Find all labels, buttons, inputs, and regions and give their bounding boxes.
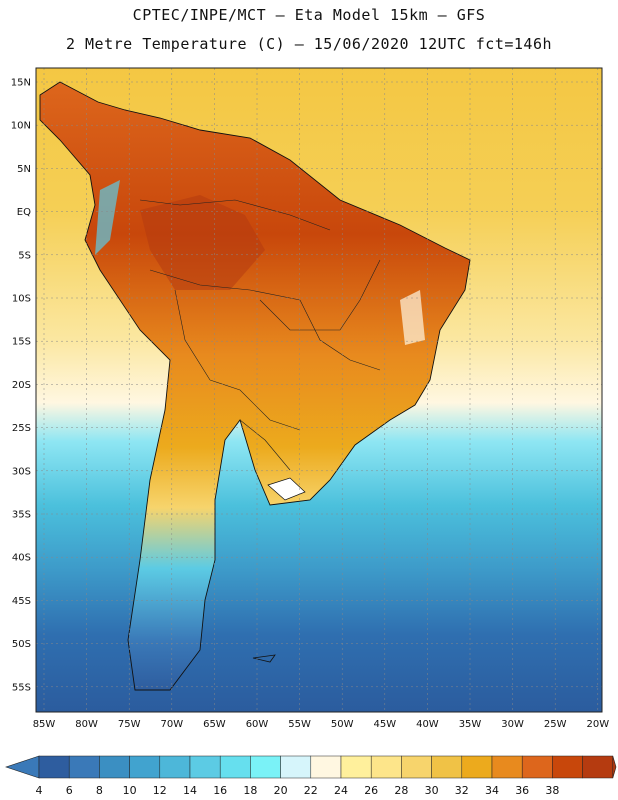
- lon-label: 70W: [160, 719, 183, 730]
- colorbar-swatch: [280, 755, 312, 779]
- lat-label: 5S: [18, 250, 31, 261]
- colorbar-swatch: [401, 755, 432, 779]
- map-plot-area: [36, 68, 602, 712]
- colorbar-tick-label: 6: [66, 784, 73, 797]
- lat-label: 5N: [17, 164, 31, 175]
- colorbar-swatch: [370, 755, 402, 779]
- map-subtitle: 2 Metre Temperature (C) – 15/06/2020 12U…: [65, 35, 553, 53]
- colorbar-swatch: [552, 755, 583, 779]
- longitude-labels: 85W 80W 75W 70W 65W 60W 55W 50W 45W 40W 35W 30W 25W 2…: [33, 719, 610, 730]
- colorbar-swatch: [461, 755, 493, 779]
- colorbar-tick-label: 18: [243, 784, 257, 797]
- colorbar-tick-label: 28: [394, 784, 408, 797]
- lon-label: 35W: [459, 719, 482, 730]
- lon-label: 45W: [373, 719, 396, 730]
- lat-label: 10N: [11, 121, 31, 132]
- lat-label: 15N: [11, 78, 31, 89]
- colorbar-tick-label: 22: [304, 784, 318, 797]
- graticule-gridlines: [36, 68, 602, 712]
- colorbar-tick-label: 38: [545, 784, 559, 797]
- colorbar-swatch: [491, 755, 523, 779]
- colorbar-tick-label: 26: [364, 784, 378, 797]
- lat-label: EQ: [17, 207, 31, 218]
- colorbar-over-arrow: [612, 755, 617, 779]
- map-frame: [35, 67, 603, 713]
- colorbar-tick-label: 32: [455, 784, 469, 797]
- lat-label: 40S: [12, 553, 31, 564]
- colorbar-swatch: [159, 755, 191, 779]
- highland-cool-region: [400, 290, 425, 345]
- lon-label: 55W: [288, 719, 311, 730]
- falkland-islands: [252, 654, 276, 663]
- colorbar-swatch: [129, 755, 161, 779]
- lat-label: 25S: [12, 423, 31, 434]
- lon-label: 60W: [246, 719, 269, 730]
- colorbar-swatch: [582, 755, 614, 779]
- colorbar-under-arrow: [5, 755, 40, 779]
- colorbar-swatch: [68, 755, 100, 779]
- lon-label: 30W: [501, 719, 524, 730]
- lon-label: 20W: [586, 719, 609, 730]
- colorbar-swatch: [310, 755, 342, 779]
- colorbar-swatch: [99, 755, 130, 779]
- lat-label: 55S: [12, 682, 31, 693]
- lat-label: 45S: [12, 596, 31, 607]
- lat-label: 10S: [12, 294, 31, 305]
- lat-label: 20S: [12, 380, 31, 391]
- colorbar-tick-label: 36: [515, 784, 529, 797]
- colorbar-tick-label: 34: [485, 784, 499, 797]
- colorbar-swatch: [340, 755, 372, 779]
- colorbar-tick-label: 10: [123, 784, 137, 797]
- colorbar-swatch: [250, 755, 281, 779]
- lat-label: 35S: [12, 510, 31, 521]
- lat-label: 50S: [12, 639, 31, 650]
- hot-core-region: [140, 195, 265, 290]
- lon-label: 25W: [544, 719, 567, 730]
- colorbar-swatch: [189, 755, 221, 779]
- colorbar-swatch: [38, 755, 70, 779]
- lon-label: 80W: [75, 719, 98, 730]
- lat-label: 15S: [12, 337, 31, 348]
- colorbar: 4 6 8 10 12 14 16 18 20 22 24 26 28 30 32 34 36 38: [5, 755, 617, 797]
- colorbar-tick-label: 12: [153, 784, 167, 797]
- andes-cool-region: [95, 180, 120, 255]
- lon-label: 65W: [203, 719, 226, 730]
- colorbar-swatch: [219, 755, 251, 779]
- lat-label: 30S: [12, 466, 31, 477]
- colorbar-tick-label: 20: [274, 784, 288, 797]
- lon-label: 85W: [33, 719, 56, 730]
- colorbar-swatch: [431, 755, 463, 779]
- country-borders: [139, 199, 381, 471]
- latitude-labels: 15N 10N 5N EQ 5S 10S 15S 20S 25S 30S 35S 40S 45S 50S 5…: [11, 78, 31, 694]
- map-title: CPTEC/INPE/MCT – Eta Model 15km – GFS: [132, 6, 486, 24]
- colorbar-tick-label: 30: [425, 784, 439, 797]
- colorbar-swatch: [521, 755, 553, 779]
- colorbar-tick-label: 24: [334, 784, 348, 797]
- lon-label: 75W: [118, 719, 141, 730]
- colorbar-tick-label: 16: [213, 784, 227, 797]
- colorbar-tick-label: 8: [96, 784, 103, 797]
- colorbar-tick-label: 14: [183, 784, 197, 797]
- colorbar-tick-label: 4: [36, 784, 43, 797]
- lon-label: 50W: [331, 719, 354, 730]
- lon-label: 40W: [416, 719, 439, 730]
- rio-de-la-plata: [267, 477, 306, 501]
